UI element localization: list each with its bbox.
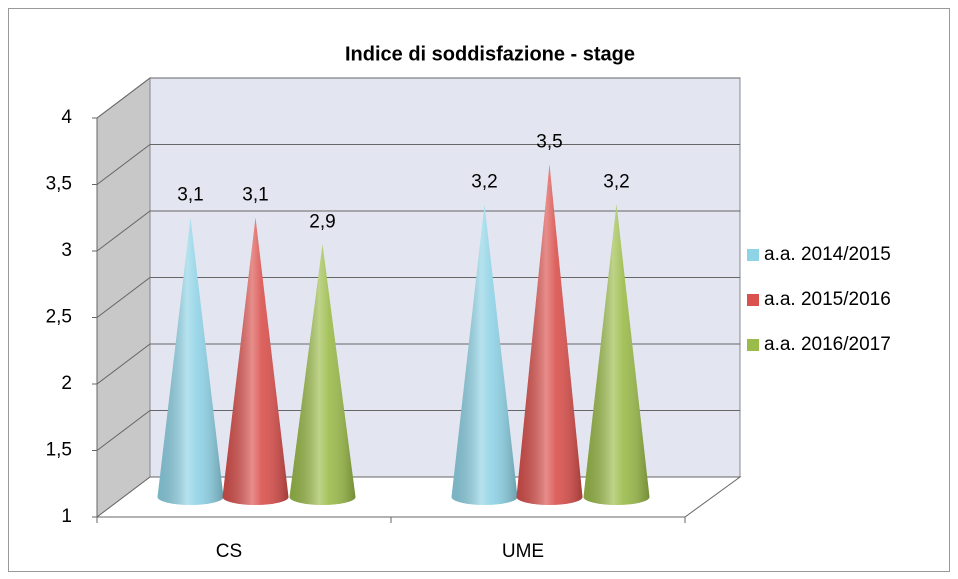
y-tick-label: 1 [61, 506, 72, 527]
y-tick-label: 3,5 [46, 174, 72, 195]
value-label: 2,9 [309, 211, 335, 232]
y-tick-label: 3 [61, 240, 72, 261]
cone-shade [289, 244, 356, 506]
cone-shade [222, 217, 289, 505]
value-label: 3,5 [536, 132, 562, 153]
grid-line [96, 210, 740, 252]
y-tick-label: 2 [61, 373, 72, 394]
x-tick-label: CS [216, 541, 242, 562]
value-label: 3,2 [471, 171, 497, 192]
value-label: 3,2 [603, 171, 629, 192]
grid-line [96, 77, 740, 119]
legend-swatch [747, 339, 759, 351]
value-label: 3,1 [242, 185, 268, 206]
legend-label: a.a. 2015/2016 [764, 289, 891, 310]
legend-swatch [747, 249, 759, 261]
y-tick-label: 1,5 [46, 440, 72, 461]
grid-line [96, 144, 740, 185]
x-tick-label: UME [502, 541, 544, 562]
legend-label: a.a. 2016/2017 [764, 334, 891, 355]
chart-title: Indice di soddisfazione - stage [345, 43, 635, 65]
legend-label: a.a. 2014/2015 [764, 244, 891, 265]
cone-shade [583, 204, 650, 505]
cone-shade [516, 164, 583, 505]
y-tick-label: 2,5 [46, 307, 72, 328]
value-label: 3,1 [177, 185, 203, 206]
y-tick-label: 4 [61, 107, 72, 128]
legend-swatch [747, 294, 759, 306]
cone-shade [157, 217, 224, 505]
cone-shade [451, 204, 518, 505]
